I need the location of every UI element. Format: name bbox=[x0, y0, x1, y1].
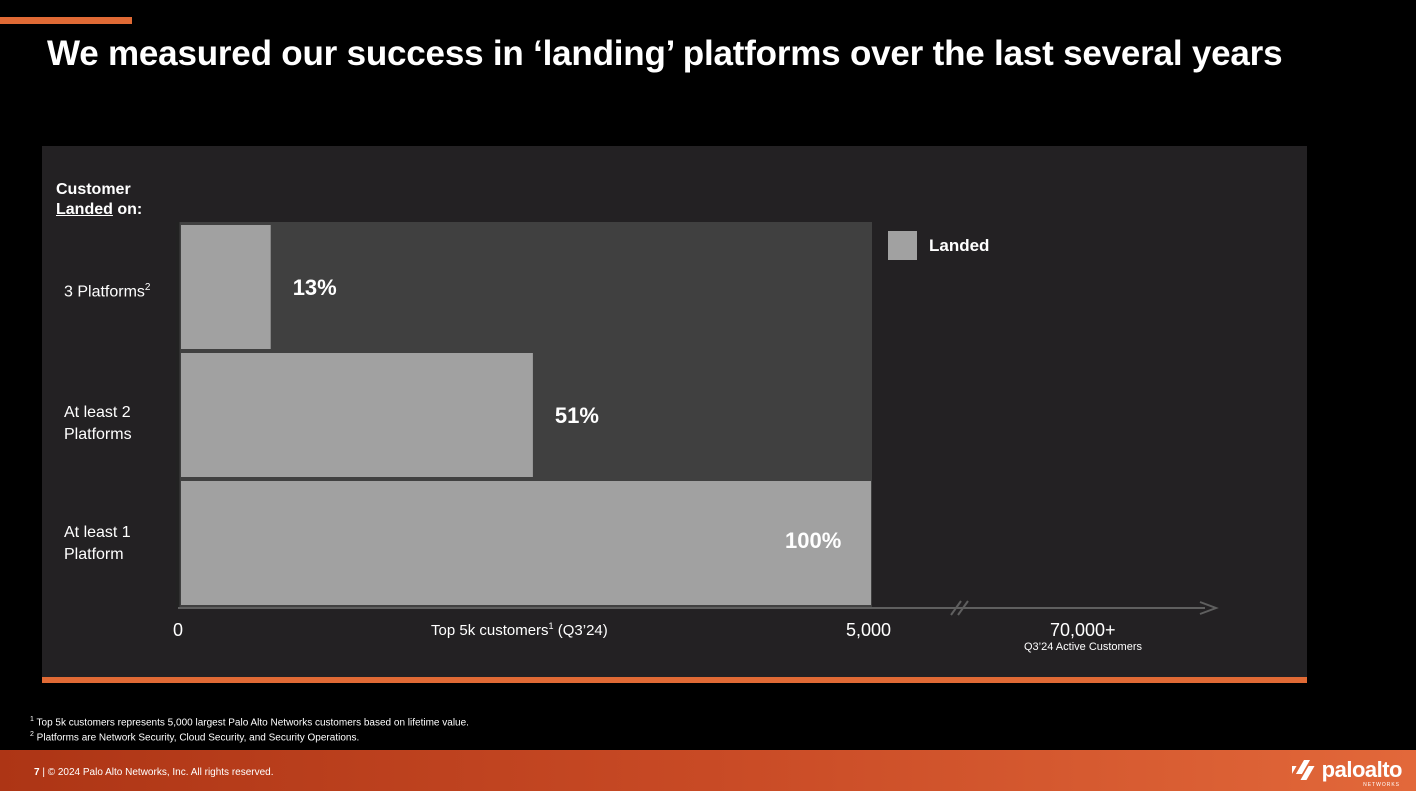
x-axis-label-sup: 1 bbox=[548, 621, 554, 631]
category-label-line2: Platforms bbox=[64, 426, 132, 443]
data-label-3: 100% bbox=[785, 528, 842, 553]
panel-accent-line bbox=[42, 677, 1307, 683]
axis-break-icon bbox=[950, 600, 969, 616]
x-axis-label-text: Top 5k customers bbox=[431, 622, 549, 639]
category-label-at-least-1: At least 1 Platform bbox=[64, 522, 131, 566]
x-tick-5000: 5,000 bbox=[846, 620, 892, 640]
y-title-underlined: Landed bbox=[56, 201, 113, 218]
category-label-text: At least 2 bbox=[64, 404, 131, 421]
y-title-line2: Landed on: bbox=[56, 200, 142, 220]
x-tick-subnote: Q3’24 Active Customers bbox=[1024, 641, 1142, 653]
footer-separator: | bbox=[39, 767, 48, 778]
legend-swatch bbox=[888, 231, 917, 260]
x-tick-70000: 70,000+ bbox=[1050, 620, 1116, 640]
y-axis-title: Customer Landed on: bbox=[56, 180, 142, 220]
category-label-line2: Platform bbox=[64, 546, 124, 563]
copyright: © 2024 Palo Alto Networks, Inc. All righ… bbox=[47, 767, 274, 778]
category-label-text: 3 Platforms bbox=[64, 283, 145, 301]
category-label-sup: 2 bbox=[144, 282, 151, 293]
data-label-2: 51% bbox=[554, 403, 599, 428]
footnote-marker: 1 bbox=[30, 716, 34, 723]
logo-subtext: NETWORKS bbox=[1363, 782, 1400, 788]
footnote-marker: 2 bbox=[30, 731, 34, 738]
paloalto-logo-icon bbox=[1291, 760, 1315, 780]
bar-1 bbox=[181, 225, 271, 349]
page-number: 7 bbox=[34, 767, 40, 778]
x-axis-label: Top 5k customers1 (Q3’24) bbox=[431, 621, 608, 639]
footer-bar: 7 | © 2024 Palo Alto Networks, Inc. All … bbox=[0, 750, 1416, 791]
category-label-at-least-2: At least 2 Platforms bbox=[64, 402, 132, 446]
axis-arrow-icon bbox=[1199, 601, 1219, 615]
data-label-1: 13% bbox=[292, 275, 337, 300]
logo-text: paloalto bbox=[1321, 757, 1403, 782]
footnote-text: Platforms are Network Security, Cloud Se… bbox=[33, 732, 360, 744]
y-title-line1: Customer bbox=[56, 181, 131, 198]
footnote-text: Top 5k customers represents 5,000 larges… bbox=[33, 717, 469, 729]
x-tick-0: 0 bbox=[173, 620, 184, 640]
x-axis-label-rest: (Q3’24) bbox=[553, 622, 608, 639]
bar-3 bbox=[181, 481, 871, 605]
footnote-1: 1 Top 5k customers represents 5,000 larg… bbox=[30, 716, 469, 728]
category-label-text: At least 1 bbox=[64, 524, 131, 541]
paloalto-logo: paloalto NETWORKS bbox=[1291, 757, 1403, 788]
footer-text: 7 | © 2024 Palo Alto Networks, Inc. All … bbox=[34, 767, 274, 778]
footnote-2: 2 Platforms are Network Security, Cloud … bbox=[30, 731, 359, 743]
category-label-3-platforms: 3 Platforms2 bbox=[64, 277, 150, 303]
y-title-rest: on: bbox=[112, 201, 143, 218]
bar-2 bbox=[181, 353, 533, 477]
slide-title: We measured our success in ‘landing’ pla… bbox=[47, 34, 1283, 73]
title-accent-bar bbox=[0, 17, 132, 24]
legend-label: Landed bbox=[929, 236, 990, 255]
